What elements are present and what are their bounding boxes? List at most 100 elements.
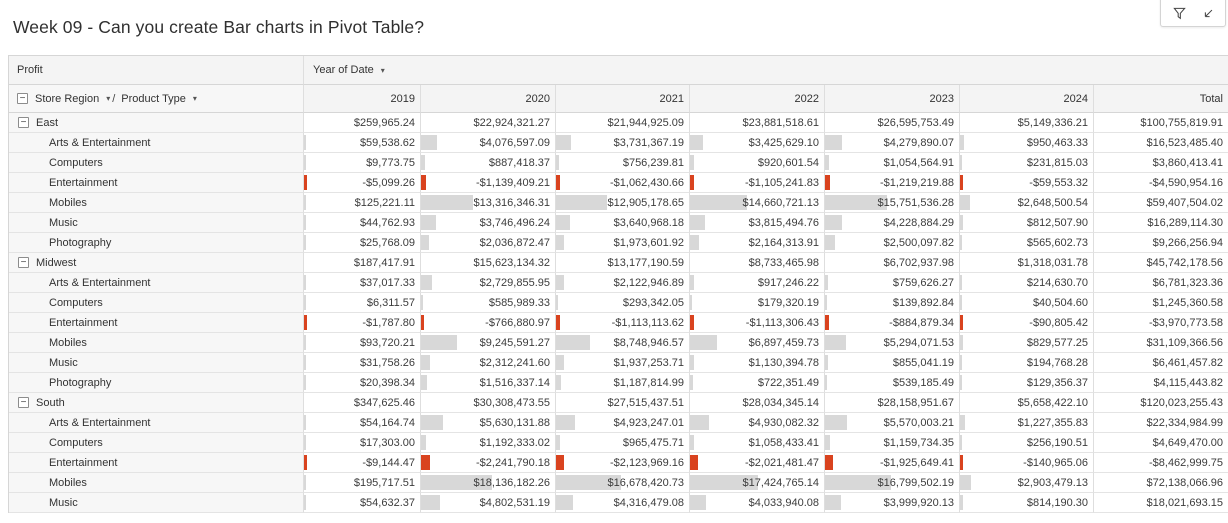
value-cell[interactable]: $3,746,496.24 (421, 213, 556, 233)
value-cell[interactable]: $256,190.51 (960, 433, 1094, 453)
value-cell[interactable]: -$2,021,481.47 (690, 453, 825, 473)
value-cell[interactable]: $2,036,872.47 (421, 233, 556, 253)
value-cell[interactable]: -$1,139,409.21 (421, 173, 556, 193)
value-cell[interactable]: $13,316,346.31 (421, 193, 556, 213)
value-cell[interactable]: $5,294,071.53 (825, 333, 960, 353)
value-cell[interactable]: -$1,062,430.66 (556, 173, 690, 193)
value-cell[interactable]: $22,334,984.99 (1094, 413, 1228, 433)
value-cell[interactable]: $2,500,097.82 (825, 233, 960, 253)
value-cell[interactable]: $194,768.28 (960, 353, 1094, 373)
value-cell[interactable]: $214,630.70 (960, 273, 1094, 293)
collapse-icon[interactable]: − (18, 397, 29, 408)
value-cell[interactable]: $920,601.54 (690, 153, 825, 173)
value-cell[interactable]: $6,461,457.82 (1094, 353, 1228, 373)
value-cell[interactable]: $16,799,502.19 (825, 473, 960, 493)
value-cell[interactable]: $59,538.62 (304, 133, 421, 153)
value-cell[interactable]: $4,279,890.07 (825, 133, 960, 153)
value-cell[interactable]: $16,523,485.40 (1094, 133, 1228, 153)
value-cell[interactable]: $1,159,734.35 (825, 433, 960, 453)
value-cell[interactable]: $3,815,494.76 (690, 213, 825, 233)
value-cell[interactable]: $1,130,394.78 (690, 353, 825, 373)
value-cell[interactable]: $4,802,531.19 (421, 493, 556, 513)
value-cell[interactable]: $9,773.75 (304, 153, 421, 173)
value-cell[interactable]: $950,463.33 (960, 133, 1094, 153)
value-cell[interactable]: -$766,880.97 (421, 313, 556, 333)
value-cell[interactable]: -$1,113,113.62 (556, 313, 690, 333)
value-cell[interactable]: $129,356.37 (960, 373, 1094, 393)
product-label[interactable]: Computers (9, 433, 304, 453)
collapse-icon[interactable]: − (18, 117, 29, 128)
value-cell[interactable]: -$1,219,219.88 (825, 173, 960, 193)
chevron-down-icon[interactable]: ▾ (380, 65, 385, 75)
column-header-total[interactable]: Total (1094, 85, 1228, 113)
value-cell[interactable]: $759,626.27 (825, 273, 960, 293)
value-cell[interactable]: $756,239.81 (556, 153, 690, 173)
value-cell[interactable]: -$3,970,773.58 (1094, 313, 1228, 333)
value-cell[interactable]: $120,023,255.43 (1094, 393, 1228, 413)
value-cell[interactable]: $1,192,333.02 (421, 433, 556, 453)
value-cell[interactable]: $93,720.21 (304, 333, 421, 353)
value-cell[interactable]: $4,228,884.29 (825, 213, 960, 233)
value-cell[interactable]: $21,944,925.09 (556, 113, 690, 133)
product-label[interactable]: Photography (9, 233, 304, 253)
value-cell[interactable]: $13,177,190.59 (556, 253, 690, 273)
collapse-icon[interactable]: − (18, 257, 29, 268)
product-label[interactable]: Mobiles (9, 333, 304, 353)
value-cell[interactable]: $829,577.25 (960, 333, 1094, 353)
value-cell[interactable]: $187,417.91 (304, 253, 421, 273)
value-cell[interactable]: -$2,241,790.18 (421, 453, 556, 473)
value-cell[interactable]: $40,504.60 (960, 293, 1094, 313)
value-cell[interactable]: $4,033,940.08 (690, 493, 825, 513)
value-cell[interactable]: $1,187,814.99 (556, 373, 690, 393)
product-label[interactable]: Arts & Entertainment (9, 413, 304, 433)
value-cell[interactable]: $18,021,693.15 (1094, 493, 1228, 513)
product-label[interactable]: Arts & Entertainment (9, 273, 304, 293)
value-cell[interactable]: -$1,105,241.83 (690, 173, 825, 193)
value-cell[interactable]: $965,475.71 (556, 433, 690, 453)
value-cell[interactable]: $23,881,518.61 (690, 113, 825, 133)
value-cell[interactable]: $5,658,422.10 (960, 393, 1094, 413)
value-cell[interactable]: $26,595,753.49 (825, 113, 960, 133)
value-cell[interactable]: $4,316,479.08 (556, 493, 690, 513)
value-cell[interactable]: $12,905,178.65 (556, 193, 690, 213)
value-cell[interactable]: $3,640,968.18 (556, 213, 690, 233)
column-header-2023[interactable]: 2023 (825, 85, 960, 113)
value-cell[interactable]: $1,054,564.91 (825, 153, 960, 173)
value-cell[interactable]: $917,246.22 (690, 273, 825, 293)
value-cell[interactable]: $16,678,420.73 (556, 473, 690, 493)
value-cell[interactable]: $5,630,131.88 (421, 413, 556, 433)
value-cell[interactable]: $15,751,536.28 (825, 193, 960, 213)
column-header-2021[interactable]: 2021 (556, 85, 690, 113)
value-cell[interactable]: $28,034,345.14 (690, 393, 825, 413)
value-cell[interactable]: $812,507.90 (960, 213, 1094, 233)
value-cell[interactable]: $5,570,003.21 (825, 413, 960, 433)
value-cell[interactable]: $17,424,765.14 (690, 473, 825, 493)
product-label[interactable]: Computers (9, 293, 304, 313)
value-cell[interactable]: -$1,787.80 (304, 313, 421, 333)
value-cell[interactable]: $4,930,082.32 (690, 413, 825, 433)
value-cell[interactable]: $1,973,601.92 (556, 233, 690, 253)
value-cell[interactable]: $6,897,459.73 (690, 333, 825, 353)
column-header-2022[interactable]: 2022 (690, 85, 825, 113)
product-label[interactable]: Entertainment (9, 313, 304, 333)
value-cell[interactable]: $1,516,337.14 (421, 373, 556, 393)
column-field-header-cell[interactable]: Year of Date ▾ (304, 56, 1228, 85)
value-cell[interactable]: $3,425,629.10 (690, 133, 825, 153)
value-cell[interactable]: $3,860,413.41 (1094, 153, 1228, 173)
product-label[interactable]: Music (9, 493, 304, 513)
column-header-2019[interactable]: 2019 (304, 85, 421, 113)
value-cell[interactable]: $16,289,114.30 (1094, 213, 1228, 233)
value-cell[interactable]: $231,815.03 (960, 153, 1094, 173)
value-cell[interactable]: $2,729,855.95 (421, 273, 556, 293)
value-cell[interactable]: $22,924,321.27 (421, 113, 556, 133)
value-cell[interactable]: $8,748,946.57 (556, 333, 690, 353)
value-cell[interactable]: $9,245,591.27 (421, 333, 556, 353)
value-cell[interactable]: -$2,123,969.16 (556, 453, 690, 473)
value-cell[interactable]: -$1,925,649.41 (825, 453, 960, 473)
value-cell[interactable]: $31,758.26 (304, 353, 421, 373)
value-cell[interactable]: $100,755,819.91 (1094, 113, 1228, 133)
value-cell[interactable]: $72,138,066.96 (1094, 473, 1228, 493)
value-cell[interactable]: $347,625.46 (304, 393, 421, 413)
value-cell[interactable]: $44,762.93 (304, 213, 421, 233)
region-label[interactable]: − East (9, 113, 304, 133)
